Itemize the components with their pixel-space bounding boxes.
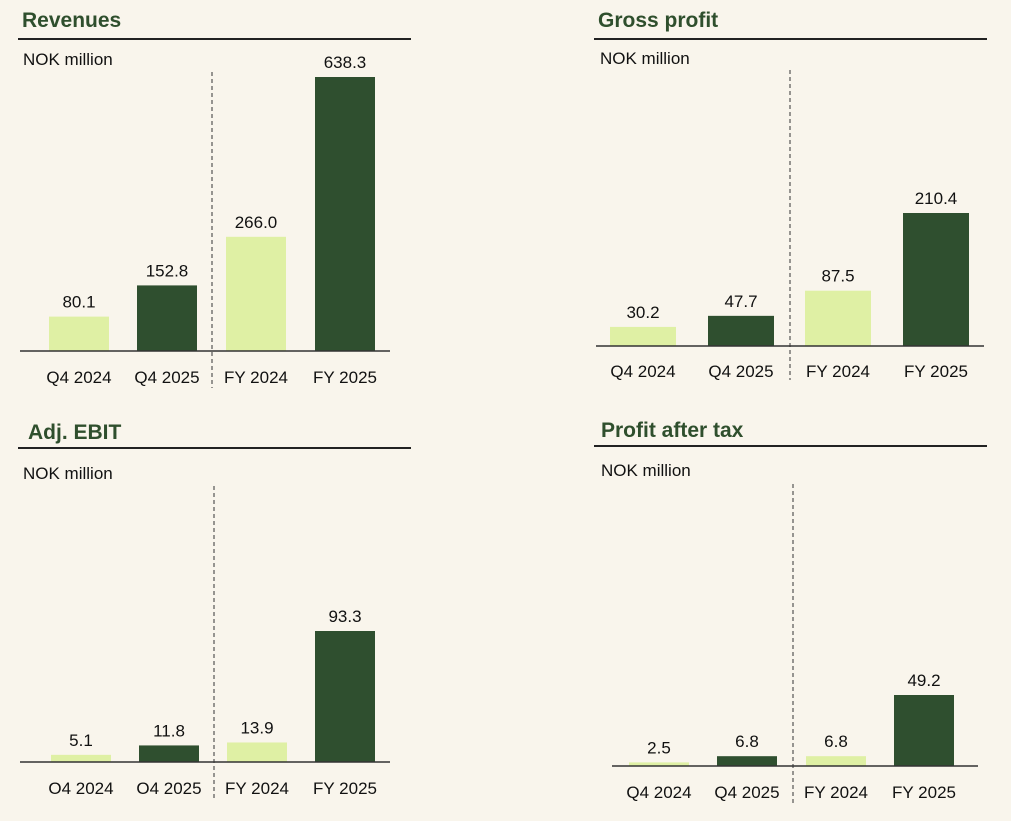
adj-ebit-value-label-1: 5.1 [69,731,93,750]
profit-after-tax-title-rule [594,445,987,447]
gross-profit-value-label-4: 210.4 [915,189,958,208]
profit-after-tax-bar-2 [717,756,777,766]
profit-after-tax-category-label-4: FY 2025 [892,783,956,802]
gross-profit-value-label-1: 30.2 [626,303,659,322]
revenues-bar-4 [315,77,375,351]
revenues-bar-2 [137,285,197,351]
profit-after-tax-bar-1 [629,762,689,766]
gross-profit-category-label-4: FY 2025 [904,362,968,381]
gross-profit-unit-label: NOK million [600,49,690,68]
gross-profit-title-rule [594,38,987,40]
gross-profit-value-label-3: 87.5 [821,267,854,286]
adj-ebit-bar-2 [139,745,199,762]
adj-ebit-category-label-1: O4 2024 [48,779,113,798]
revenues-value-label-3: 266.0 [235,213,278,232]
revenues-category-label-3: FY 2024 [224,368,288,387]
revenues-category-label-1: Q4 2024 [46,368,111,387]
profit-after-tax-value-label-3: 6.8 [824,732,848,751]
gross-profit-bar-3 [805,290,871,346]
gross-profit-bar-2 [708,315,774,346]
profit-after-tax-category-label-3: FY 2024 [804,783,868,802]
gross-profit-bar-1 [610,326,676,346]
adj-ebit-title-rule [18,447,411,449]
adj-ebit-value-label-3: 13.9 [240,718,273,737]
profit-after-tax-unit-label: NOK million [601,461,691,480]
gross-profit-category-label-3: FY 2024 [806,362,870,381]
profit-after-tax-bar-4 [894,695,954,766]
revenues-bar-1 [49,316,109,351]
profit-after-tax-value-label-1: 2.5 [647,738,671,757]
adj-ebit-bar-3 [227,742,287,762]
adj-ebit-unit-label: NOK million [23,464,113,483]
profit-after-tax-value-label-4: 49.2 [907,671,940,690]
revenues-unit-label: NOK million [23,50,113,69]
gross-profit-bar-4 [903,213,969,346]
gross-profit-value-label-2: 47.7 [724,292,757,311]
revenues-category-label-4: FY 2025 [313,368,377,387]
adj-ebit-value-label-4: 93.3 [328,607,361,626]
revenues-title: Revenues [22,9,122,32]
adj-ebit-bar-4 [315,631,375,762]
gross-profit-category-label-2: Q4 2025 [708,362,773,381]
adj-ebit-category-label-2: O4 2025 [136,779,201,798]
profit-after-tax-category-label-2: Q4 2025 [714,783,779,802]
gross-profit-title: Gross profit [598,9,719,32]
revenues-bar-3 [226,236,286,351]
gross-profit-category-label-1: Q4 2024 [610,362,675,381]
revenues-title-rule [18,38,411,40]
adj-ebit-category-label-4: FY 2025 [313,779,377,798]
revenues-value-label-2: 152.8 [146,261,189,280]
adj-ebit-category-label-3: FY 2024 [225,779,289,798]
profit-after-tax-value-label-2: 6.8 [735,732,759,751]
adj-ebit-bar-1 [51,754,111,762]
profit-after-tax-bar-3 [806,756,866,766]
revenues-value-label-4: 638.3 [324,53,367,72]
revenues-value-label-1: 80.1 [62,293,95,312]
revenues-category-label-2: Q4 2025 [134,368,199,387]
adj-ebit-title: Adj. EBIT [28,421,122,444]
profit-after-tax-category-label-1: Q4 2024 [626,783,691,802]
adj-ebit-value-label-2: 11.8 [153,721,185,740]
profit-after-tax-title: Profit after tax [601,419,744,442]
